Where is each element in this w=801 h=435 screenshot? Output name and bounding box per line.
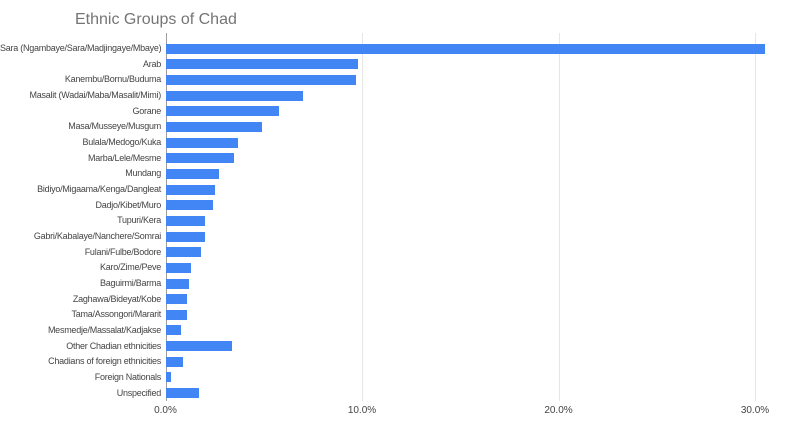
x-tick-label-30pct: 30.0% [740, 405, 770, 416]
bar-mesmedje-massalat-kadjakse[interactable] [165, 325, 182, 336]
gridline-10pct [362, 33, 363, 401]
category-label-unspecified: Unspecified [116, 387, 162, 398]
bar-baguirmi-barma[interactable] [165, 278, 190, 289]
category-label-masalit-wadai-maba-masalit-mimi: Masalit (Wadai/Maba/Masalit/Mimi) [29, 90, 162, 101]
bar-masa-musseye-musgum[interactable] [165, 121, 262, 132]
x-tick-label-10pct: 10.0% [347, 405, 377, 416]
x-tick-label-20pct: 20.0% [544, 405, 573, 416]
category-label-arab: Arab [142, 58, 161, 69]
x-tick-label-0pct: 0.0% [154, 405, 177, 416]
bar-mundang[interactable] [165, 168, 219, 179]
category-label-tama-assongori-mararit: Tama/Assongori/Mararit [71, 309, 161, 320]
bar-kanembu-bornu-buduma[interactable] [165, 74, 357, 85]
category-label-bulala-medogo-kuka: Bulala/Medogo/Kuka [82, 137, 161, 148]
bar-other-chadian-ethnicities[interactable] [165, 341, 233, 352]
category-label-other-chadian-ethnicities: Other Chadian ethnicities [66, 340, 161, 351]
category-label-sara-ngambaye-sara-madjingaye-mbaye: Sara (Ngambaye/Sara/Madjingaye/Mbaye) [0, 43, 162, 54]
bar-sara-ngambaye-sara-madjingaye-mbaye[interactable] [165, 43, 765, 54]
category-label-dadjo-kibet-muro: Dadjo/Kibet/Muro [95, 199, 161, 210]
bar-bidiyo-migaama-kenga-dangleat[interactable] [165, 184, 215, 195]
bar-unspecified[interactable] [165, 388, 199, 399]
category-label-mundang: Mundang [125, 168, 161, 179]
bar-fulani-fulbe-bodore[interactable] [165, 247, 201, 258]
bar-gabri-kabalaye-nanchere-somrai[interactable] [165, 231, 205, 242]
chart-title: Ethnic Groups of Chad [75, 11, 237, 28]
bar-gorane[interactable] [165, 106, 280, 117]
gridline-20pct [558, 33, 560, 401]
bar-foreign-nationals[interactable] [165, 372, 172, 383]
category-label-chadians-of-foreign-ethnicities: Chadians of foreign ethnicities [48, 356, 161, 367]
bar-chadians-of-foreign-ethnicities[interactable] [165, 356, 184, 367]
bar-karo-zime-peve[interactable] [165, 262, 192, 273]
bar-masalit-wadai-maba-masalit-mimi[interactable] [165, 90, 304, 101]
category-label-foreign-nationals: Foreign Nationals [94, 371, 162, 382]
category-label-gabri-kabalaye-nanchere-somrai: Gabri/Kabalaye/Nanchere/Somrai [33, 231, 161, 242]
bar-zaghawa-bideyat-kobe[interactable] [165, 294, 188, 305]
bar-arab[interactable] [165, 59, 359, 70]
bar-tama-assongori-mararit[interactable] [165, 309, 188, 320]
category-label-gorane: Gorane [132, 105, 161, 116]
bar-bulala-medogo-kuka[interactable] [165, 137, 239, 148]
bar-tupuri-kera[interactable] [165, 215, 205, 226]
category-label-tupuri-kera: Tupuri/Kera [117, 215, 161, 226]
gridline-30pct [755, 33, 756, 401]
category-label-kanembu-bornu-buduma: Kanembu/Bornu/Buduma [64, 74, 161, 85]
bar-dadjo-kibet-muro[interactable] [165, 200, 213, 211]
category-label-marba-lele-mesme: Marba/Lele/Mesme [87, 152, 161, 163]
bar-marba-lele-mesme[interactable] [165, 153, 235, 164]
category-label-baguirmi-barma: Baguirmi/Barma [99, 278, 161, 288]
category-label-bidiyo-migaama-kenga-dangleat: Bidiyo/Migaama/Kenga/Dangleat [37, 184, 161, 195]
category-label-karo-zime-peve: Karo/Zime/Peve [99, 262, 161, 273]
category-label-masa-musseye-musgum: Masa/Musseye/Musgum [68, 121, 161, 132]
category-label-fulani-fulbe-bodore: Fulani/Fulbe/Bodore [84, 246, 162, 257]
category-label-mesmedje-massalat-kadjakse: Mesmedje/Massalat/Kadjakse [47, 324, 161, 335]
category-label-zaghawa-bideyat-kobe: Zaghawa/Bideyat/Kobe [72, 293, 161, 304]
